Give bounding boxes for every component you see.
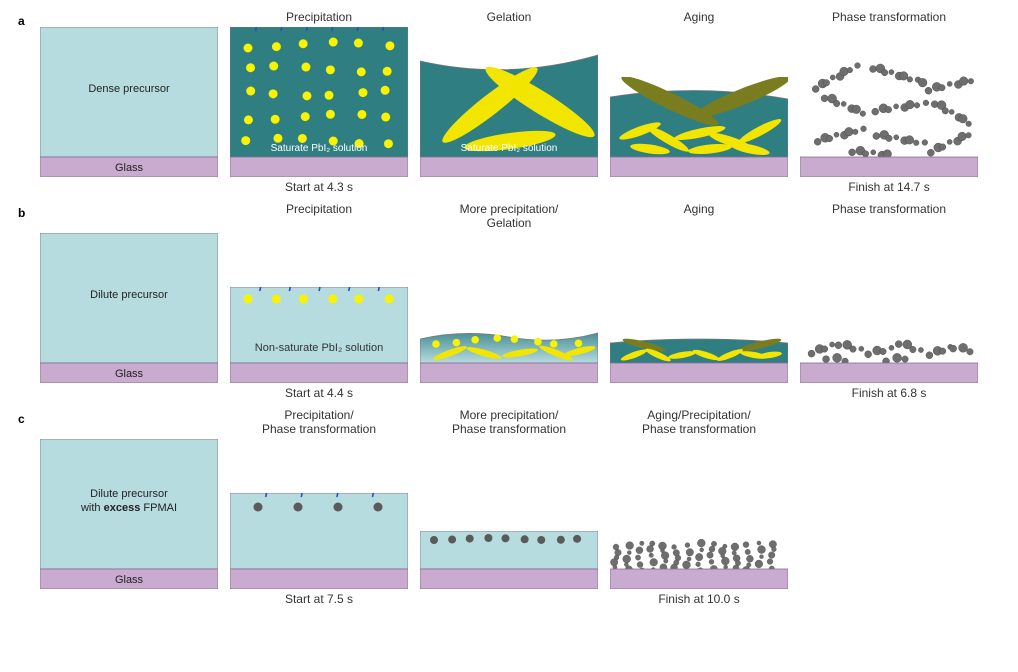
stage-title-line: More precipitation/ bbox=[460, 202, 559, 216]
stage-title-line: Phase transformation bbox=[262, 422, 376, 436]
stage-panel bbox=[609, 332, 789, 384]
row-label-b: b bbox=[18, 206, 28, 220]
stage-panel: Dilute precursor Glass bbox=[39, 232, 219, 384]
stage-title: Gelation bbox=[487, 10, 532, 24]
row-b-stage-4: Phase transformation Finish at 6.8 s bbox=[800, 202, 978, 400]
stage-title-line: Aging/Precipitation/ bbox=[642, 408, 756, 422]
row-c-stage-0: Dilute precursor with excess FPMAI Glass bbox=[40, 408, 218, 606]
stage-title-line: Gelation bbox=[460, 216, 559, 230]
stage-panel bbox=[609, 76, 789, 178]
row-a-stages: Dense precursor Glass Precipitation Saturat… bbox=[40, 10, 1000, 194]
row-label-c: c bbox=[18, 412, 28, 426]
stage-panel: Saturate PbI₂ solution bbox=[419, 46, 599, 178]
stage-panel: Dilute precursor with excess FPMAI Glass bbox=[39, 438, 219, 590]
row-c-stage-2: More precipitation/Phase transformation bbox=[420, 408, 598, 606]
svg-text:Saturate PbI₂ solution: Saturate PbI₂ solution bbox=[461, 143, 558, 154]
stage-title: Aging bbox=[684, 10, 715, 24]
svg-text:with excess FPMAI: with excess FPMAI bbox=[80, 502, 177, 514]
row-b-stage-1: Precipitation Non-saturate PbI₂ solution S… bbox=[230, 202, 408, 400]
row-b-stage-2: More precipitation/Gelation bbox=[420, 202, 598, 400]
stage-title: Precipitation bbox=[286, 10, 352, 24]
stage-caption: Finish at 10.0 s bbox=[658, 592, 739, 606]
row-a: a Dense precursor Glass Precipitation Satura… bbox=[18, 10, 1000, 194]
stage-panel bbox=[229, 492, 409, 590]
row-label-a: a bbox=[18, 14, 28, 28]
stage-title-line: Aging bbox=[684, 202, 715, 216]
svg-text:Glass: Glass bbox=[115, 368, 144, 380]
stage-panel bbox=[419, 530, 599, 590]
stage-title-line: Phase transformation bbox=[452, 422, 566, 436]
svg-text:Saturate PbI₂ solution: Saturate PbI₂ solution bbox=[271, 143, 368, 154]
row-a-stage-4: Phase transformation Finish at 14.7 s bbox=[800, 10, 978, 194]
svg-text:Glass: Glass bbox=[115, 574, 144, 586]
stage-title: Phase transformation bbox=[832, 202, 946, 230]
stage-panel: Dense precursor Glass bbox=[39, 26, 219, 178]
row-a-stage-2: Gelation Saturate PbI₂ solution bbox=[420, 10, 598, 194]
stage-title: More precipitation/Phase transformation bbox=[452, 408, 566, 436]
row-c-stage-1: Precipitation/Phase transformation Start … bbox=[230, 408, 408, 606]
stage-title-line: Phase transformation bbox=[832, 202, 946, 216]
stage-title-line: Phase transformation bbox=[832, 10, 946, 24]
row-b-stage-0: Dilute precursor Glass bbox=[40, 202, 218, 400]
stage-title: Precipitation/Phase transformation bbox=[262, 408, 376, 436]
stage-title: Aging bbox=[684, 202, 715, 230]
row-b-stages: Dilute precursor Glass Precipitation Non-sa… bbox=[40, 202, 1000, 400]
stage-panel bbox=[419, 324, 599, 384]
stage-title: Aging/Precipitation/Phase transformation bbox=[642, 408, 756, 436]
svg-text:Dilute precursor: Dilute precursor bbox=[90, 488, 168, 500]
stage-title-line: Precipitation bbox=[286, 10, 352, 24]
stage-title: Precipitation bbox=[286, 202, 352, 230]
svg-text:Non-saturate PbI₂ solution: Non-saturate PbI₂ solution bbox=[255, 342, 383, 354]
stage-panel: Non-saturate PbI₂ solution bbox=[229, 286, 409, 384]
stage-panel bbox=[799, 56, 979, 178]
row-a-stage-0: Dense precursor Glass bbox=[40, 10, 218, 194]
stage-caption: Finish at 6.8 s bbox=[852, 386, 927, 400]
stage-title: More precipitation/Gelation bbox=[460, 202, 559, 230]
stage-title-line: Gelation bbox=[487, 10, 532, 24]
stage-caption: Finish at 14.7 s bbox=[848, 180, 929, 194]
stage-title-line: Aging bbox=[684, 10, 715, 24]
stage-title-line: More precipitation/ bbox=[452, 408, 566, 422]
stage-caption: Start at 7.5 s bbox=[285, 592, 353, 606]
stage-panel: Saturate PbI₂ solution bbox=[229, 26, 409, 178]
svg-text:Dense precursor: Dense precursor bbox=[88, 83, 170, 95]
stage-caption: Start at 4.3 s bbox=[285, 180, 353, 194]
stage-title-line: Precipitation/ bbox=[262, 408, 376, 422]
row-b-stage-3: Aging bbox=[610, 202, 788, 400]
stage-title: Phase transformation bbox=[832, 10, 946, 24]
row-b: b Dilute precursor Glass Precipitation Non-s… bbox=[18, 202, 1000, 400]
stage-panel bbox=[799, 332, 979, 384]
svg-text:Dilute precursor: Dilute precursor bbox=[90, 289, 168, 301]
stage-title-line: Precipitation bbox=[286, 202, 352, 216]
row-c-stages: Dilute precursor with excess FPMAI Glass Pr… bbox=[40, 408, 1000, 606]
stage-panel bbox=[609, 538, 789, 590]
stage-caption: Start at 4.4 s bbox=[285, 386, 353, 400]
svg-text:Glass: Glass bbox=[115, 162, 144, 174]
row-a-stage-3: Aging bbox=[610, 10, 788, 194]
row-c-stage-3: Aging/Precipitation/Phase transformation… bbox=[610, 408, 788, 606]
row-a-stage-1: Precipitation Saturate PbI₂ solution Start… bbox=[230, 10, 408, 194]
row-c: c Dilute precursor with excess FPMAI Glass P… bbox=[18, 408, 1000, 606]
stage-title-line: Phase transformation bbox=[642, 422, 756, 436]
